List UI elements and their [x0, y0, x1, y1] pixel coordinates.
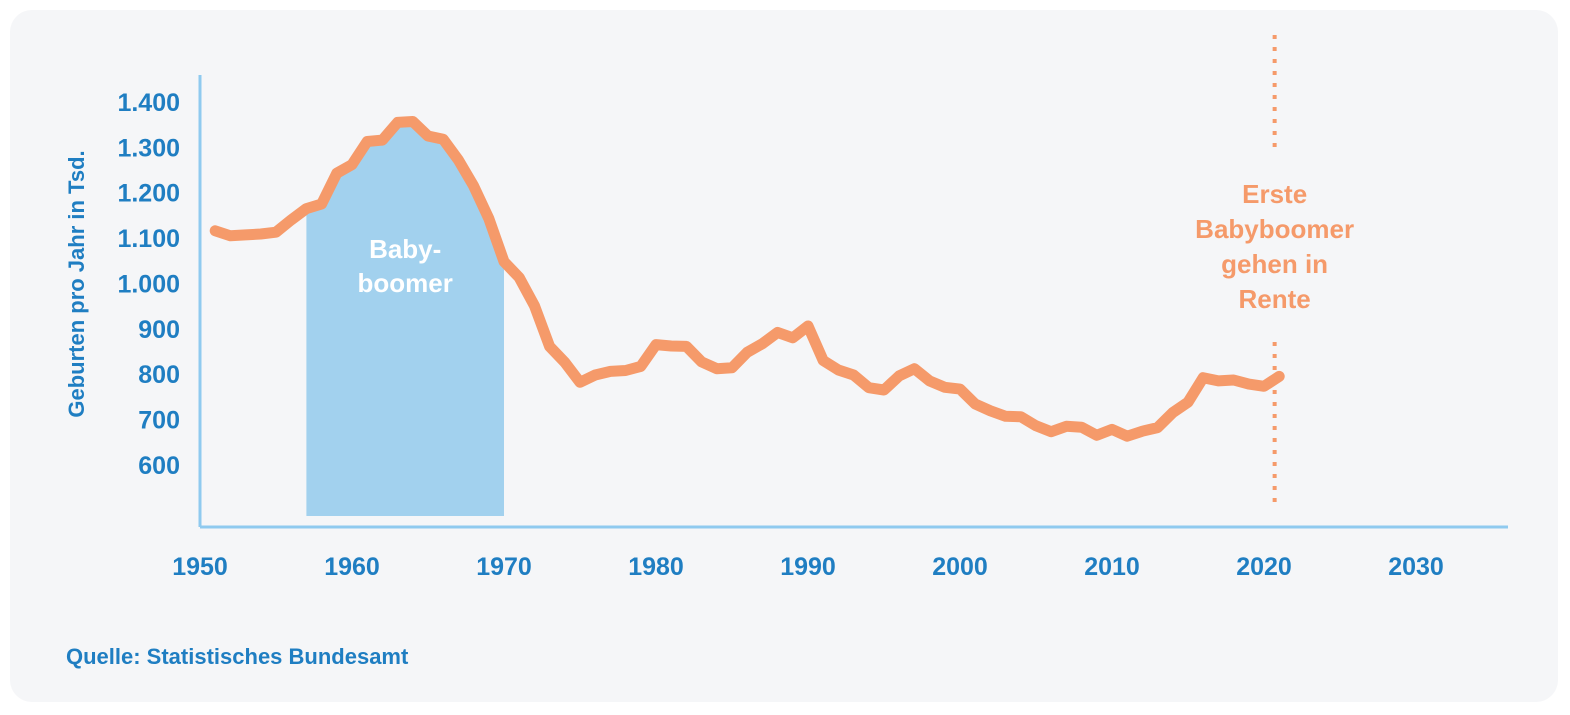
- y-axis-title: Geburten pro Jahr in Tsd.: [64, 150, 89, 417]
- retirement-annotation: gehen in: [1221, 249, 1328, 279]
- y-tick-label: 1.100: [117, 225, 180, 253]
- highlight-layer: Baby-boomer: [306, 121, 504, 517]
- axes-layer: 600 700 800 900 1.000 1.100 1.200 1.300 1.400 195…: [64, 75, 1508, 581]
- source-note: Quelle: Statistisches Bundesamt: [66, 644, 409, 669]
- x-tick-label: 2020: [1236, 553, 1292, 581]
- x-tick-label: 2030: [1388, 553, 1444, 581]
- annot-layer: Erste Babyboomer gehen in Rente: [1195, 35, 1354, 505]
- babyboomer-label: boomer: [358, 268, 453, 298]
- babyboomer-label: Baby-: [369, 234, 441, 264]
- chart-card: [10, 10, 1558, 702]
- retirement-annotation: Rente: [1239, 284, 1311, 314]
- x-tick-label: 1980: [628, 553, 684, 581]
- y-tick-label: 1.400: [117, 89, 180, 117]
- y-tick-label: 800: [138, 361, 180, 389]
- x-tick-label: 2000: [932, 553, 988, 581]
- babyboomer-area: [306, 121, 504, 517]
- y-tick-label: 600: [138, 452, 180, 480]
- x-tick-label: 1950: [172, 553, 228, 581]
- births-line: [209, 116, 1285, 442]
- line-layer: [209, 116, 1285, 442]
- retirement-annotation: Erste: [1242, 179, 1307, 209]
- x-tick-label: 2010: [1084, 553, 1140, 581]
- retirement-annotation: Babyboomer: [1195, 214, 1354, 244]
- x-tick-label: 1990: [780, 553, 836, 581]
- y-tick-label: 1.000: [117, 270, 180, 298]
- y-tick-label: 1.200: [117, 180, 180, 208]
- x-tick-label: 1970: [476, 553, 532, 581]
- x-tick-label: 1960: [324, 553, 380, 581]
- y-tick-label: 700: [138, 406, 180, 434]
- y-tick-label: 900: [138, 316, 180, 344]
- y-tick-label: 1.300: [117, 134, 180, 162]
